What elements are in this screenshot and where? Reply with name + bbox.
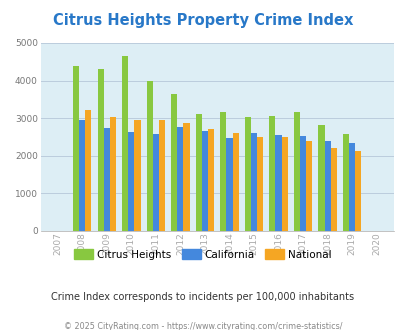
- Bar: [146, 81, 152, 231]
- Bar: [226, 139, 232, 231]
- Bar: [342, 134, 348, 231]
- Bar: [201, 131, 207, 231]
- Bar: [97, 69, 104, 231]
- Bar: [152, 134, 159, 231]
- Bar: [232, 133, 238, 231]
- Bar: [354, 151, 360, 231]
- Bar: [85, 110, 91, 231]
- Bar: [256, 137, 262, 231]
- Text: Citrus Heights Property Crime Index: Citrus Heights Property Crime Index: [53, 13, 352, 28]
- Bar: [293, 113, 299, 231]
- Bar: [318, 125, 324, 231]
- Bar: [207, 129, 213, 231]
- Bar: [104, 128, 110, 231]
- Bar: [330, 148, 336, 231]
- Legend: Citrus Heights, California, National: Citrus Heights, California, National: [70, 245, 335, 264]
- Bar: [110, 116, 116, 231]
- Bar: [299, 136, 305, 231]
- Bar: [269, 116, 275, 231]
- Bar: [348, 143, 354, 231]
- Bar: [220, 113, 226, 231]
- Bar: [275, 135, 281, 231]
- Bar: [122, 56, 128, 231]
- Bar: [79, 120, 85, 231]
- Bar: [244, 117, 250, 231]
- Bar: [159, 120, 165, 231]
- Bar: [305, 142, 311, 231]
- Bar: [73, 66, 79, 231]
- Bar: [128, 132, 134, 231]
- Bar: [177, 127, 183, 231]
- Bar: [250, 133, 256, 231]
- Bar: [324, 141, 330, 231]
- Bar: [183, 123, 189, 231]
- Text: Crime Index corresponds to incidents per 100,000 inhabitants: Crime Index corresponds to incidents per…: [51, 292, 354, 302]
- Bar: [171, 94, 177, 231]
- Bar: [281, 137, 287, 231]
- Bar: [195, 114, 201, 231]
- Bar: [134, 120, 140, 231]
- Text: © 2025 CityRating.com - https://www.cityrating.com/crime-statistics/: © 2025 CityRating.com - https://www.city…: [64, 322, 341, 330]
